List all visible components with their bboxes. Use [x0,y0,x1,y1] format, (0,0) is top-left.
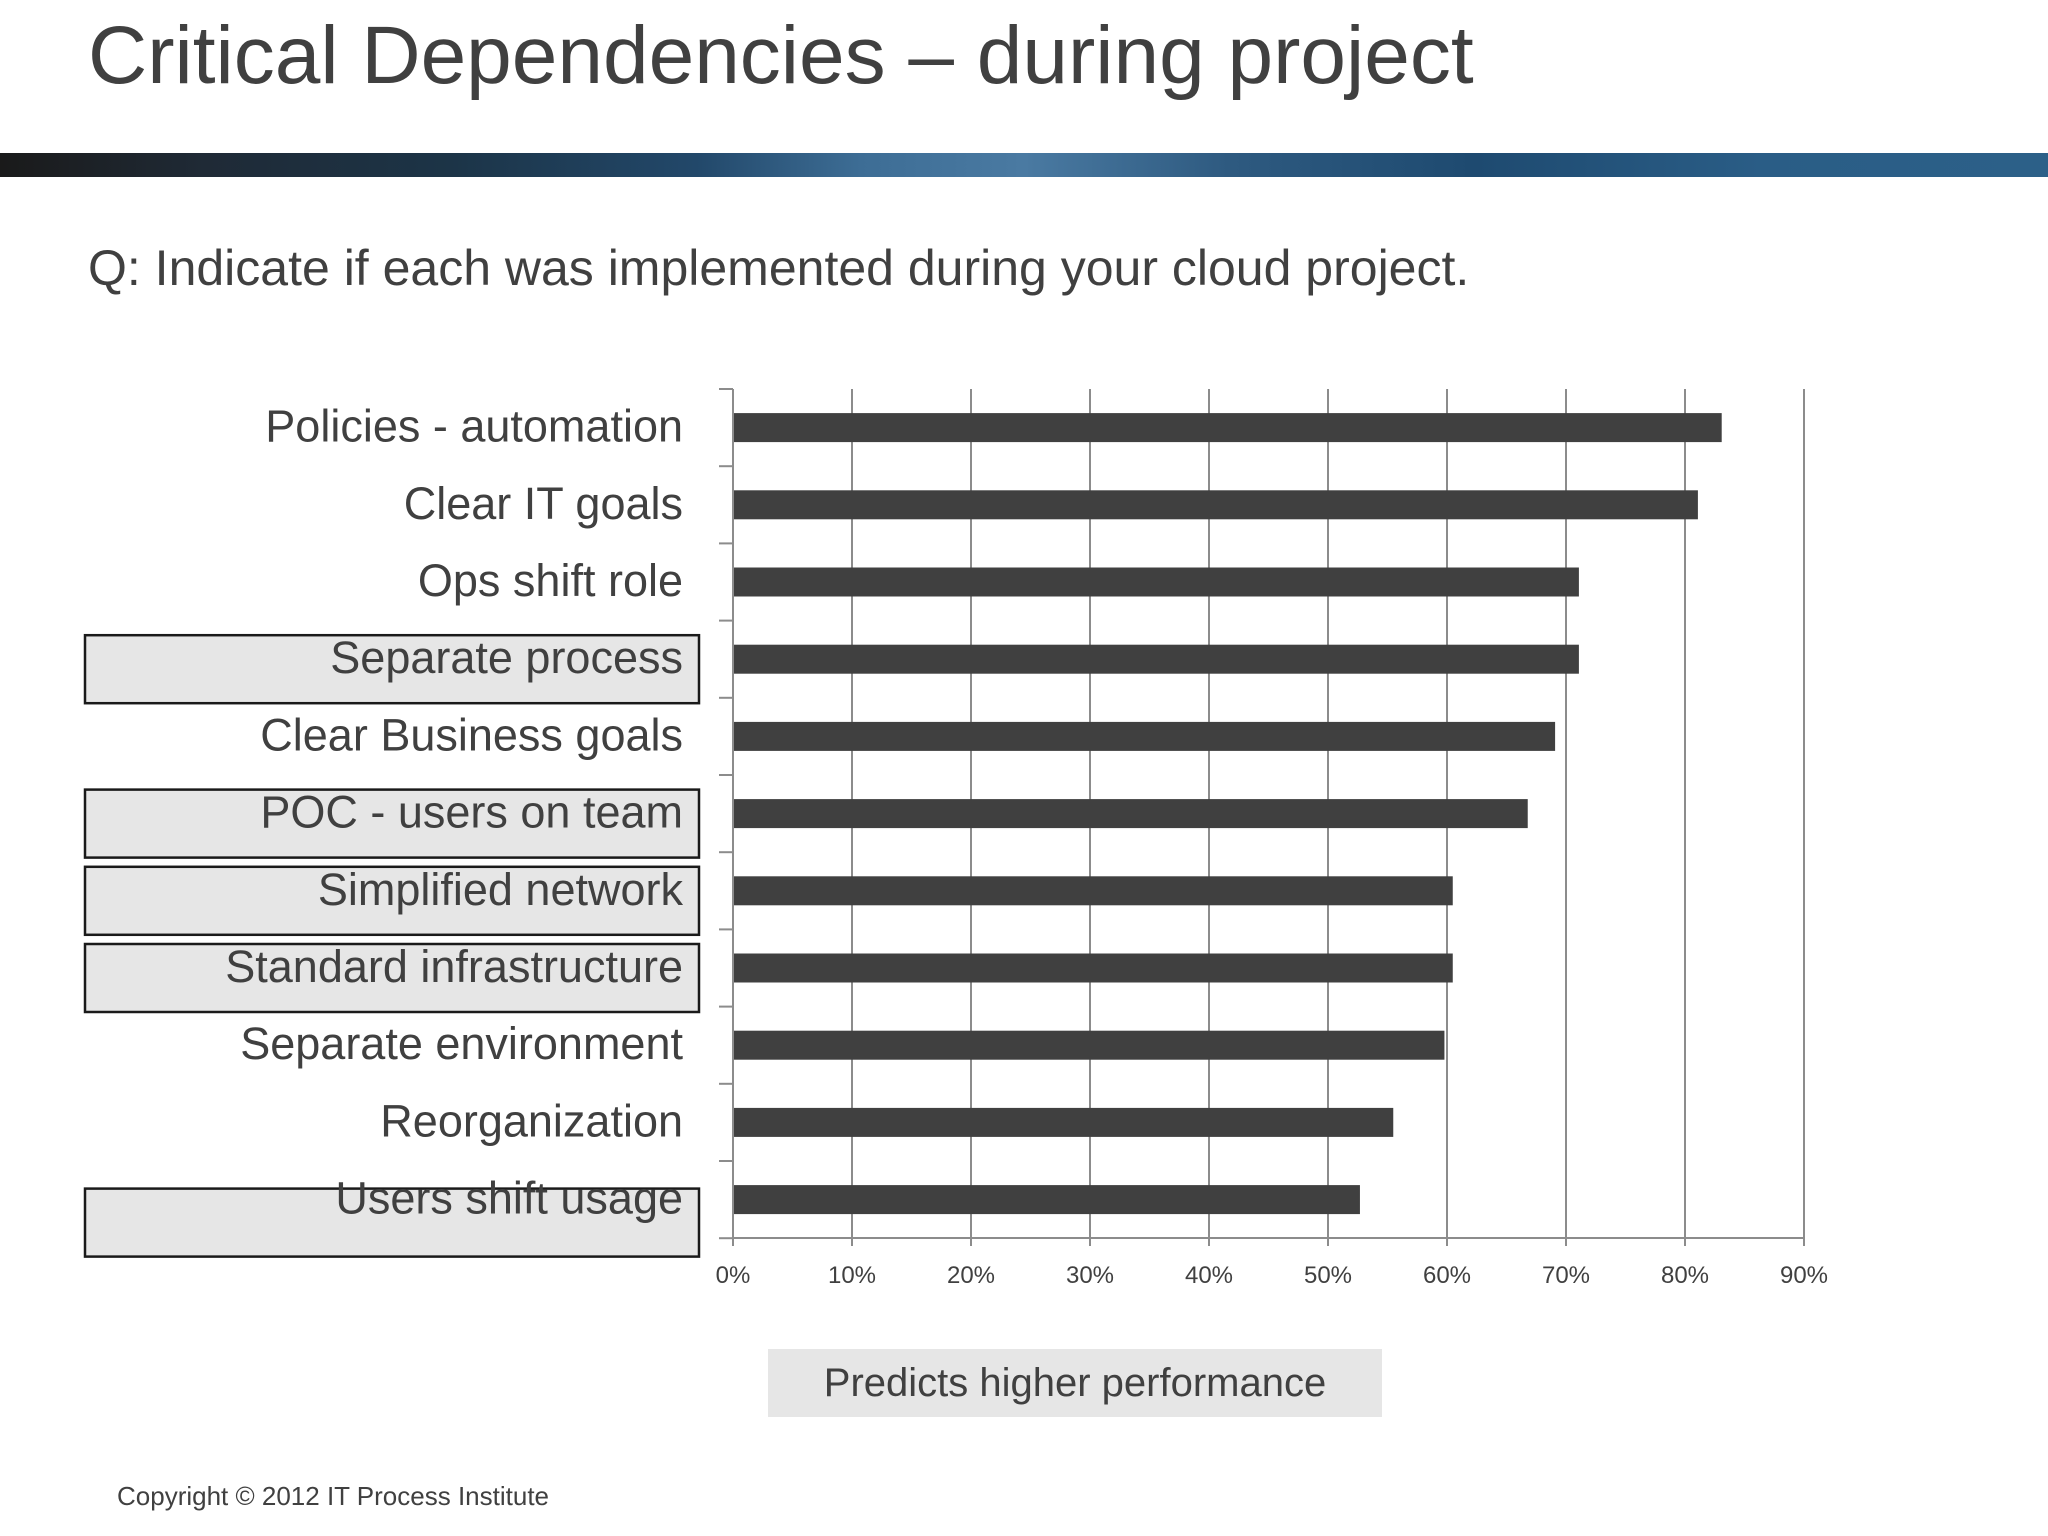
category-label: Reorganization [380,1095,683,1146]
legend-box: Predicts higher performance [768,1349,1382,1417]
category-label: POC - users on team [260,787,683,838]
category-label: Separate process [330,632,683,683]
highlight-box [83,865,701,937]
highlight-box [83,942,701,1014]
bar [734,644,1579,674]
category-label: Simplified network [318,864,684,915]
bar [734,1030,1445,1060]
x-tick-label: 50% [1304,1262,1352,1289]
x-tick-label: 40% [1185,1262,1233,1289]
x-tick-label: 70% [1542,1262,1590,1289]
bar [734,876,1453,906]
bar [734,1107,1394,1137]
x-tick-label: 30% [1066,1262,1114,1289]
x-tick-label: 20% [947,1262,995,1289]
bar [734,413,1722,443]
x-tick-label: 60% [1423,1262,1471,1289]
bar [734,567,1579,597]
x-tick-label: 80% [1661,1262,1709,1289]
highlight-box [83,788,701,859]
highlight-box [83,1187,701,1258]
title-banner [0,153,2048,177]
category-label: Users shift usage [335,1173,683,1224]
bar [734,953,1453,983]
bar [734,721,1556,751]
x-tick-label: 90% [1780,1262,1828,1289]
category-label: Policies - automation [265,401,683,452]
bar [734,799,1528,829]
category-label: Standard infrastructure [225,941,683,992]
legend-label: Predicts higher performance [823,1360,1327,1405]
category-label: Ops shift role [418,555,683,606]
bar [734,490,1698,520]
category-label: Clear IT goals [404,478,683,529]
x-tick-label: 0% [716,1262,751,1289]
x-tick-label: 10% [828,1262,876,1289]
highlight-box [83,633,701,705]
category-label: Clear Business goals [260,709,683,760]
slide-title: Critical Dependencies – during project [88,10,1474,101]
question-text: Q: Indicate if each was implemented duri… [88,240,1470,296]
copyright-text: Copyright © 2012 IT Process Institute [117,1481,549,1511]
bar [734,1185,1360,1215]
bar-chart: 0% 10% 20% 30% 40% 50% 60% 70% 80% 90% Policies - … [83,388,1828,1289]
category-label: Separate environment [240,1018,683,1069]
